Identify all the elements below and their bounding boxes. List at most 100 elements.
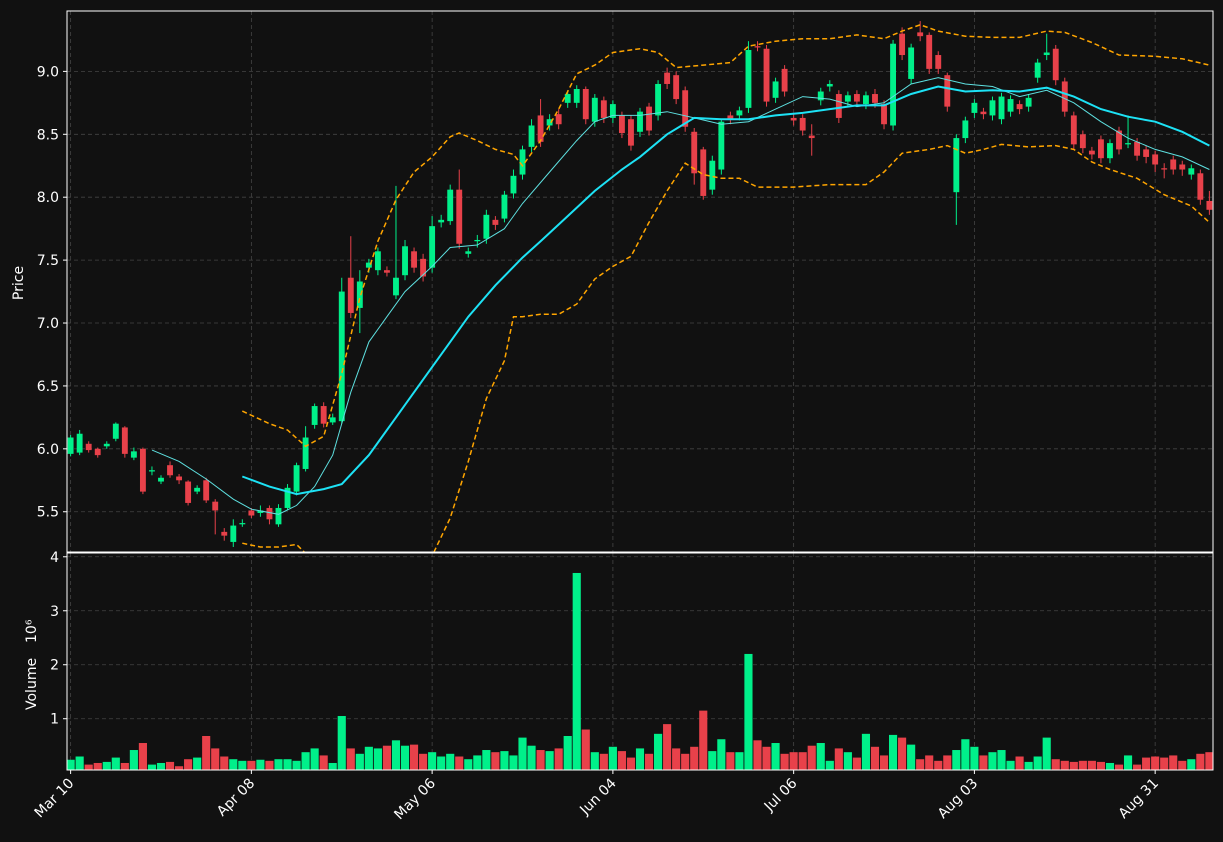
candle-body — [365, 262, 372, 268]
candle-body — [257, 510, 264, 513]
volume-bar — [1160, 757, 1169, 770]
candle-body — [1034, 62, 1041, 78]
candle-body — [85, 443, 92, 451]
volume-bar — [934, 760, 943, 770]
volume-bar — [364, 746, 373, 770]
candle-body — [1088, 150, 1095, 155]
candle-body — [944, 75, 951, 107]
volume-bar — [120, 762, 129, 770]
volume-bar — [970, 746, 979, 770]
y-tick-label: 4 — [50, 550, 59, 566]
candle-body — [158, 477, 164, 482]
volume-bar — [1178, 760, 1187, 770]
candle-body — [935, 55, 942, 69]
candle-body — [112, 423, 119, 439]
volume-bar — [1187, 759, 1196, 770]
candle-body — [302, 437, 309, 469]
candle-body — [971, 102, 978, 113]
volume-bar — [1123, 755, 1133, 770]
candle-body — [637, 111, 643, 132]
candle-body — [790, 117, 797, 121]
candle-body — [673, 75, 680, 100]
candle-body — [1043, 52, 1050, 56]
volume-bar — [825, 760, 834, 770]
candle-body — [492, 219, 499, 225]
volume-bar — [997, 750, 1006, 770]
volume-bar — [681, 753, 690, 770]
volume-bar — [509, 755, 518, 770]
volume-bar — [816, 743, 825, 770]
candle-body — [94, 448, 101, 456]
volume-bar — [247, 760, 256, 770]
volume-bar — [617, 751, 626, 770]
candle-body — [628, 119, 634, 146]
candle-body — [1143, 149, 1150, 157]
candle-body — [953, 138, 960, 193]
volume-bar — [220, 756, 229, 770]
volume-bar — [193, 757, 202, 770]
volume-bar — [500, 751, 509, 770]
candle-body — [1061, 81, 1068, 112]
volume-bar — [1105, 762, 1115, 770]
candle-body — [501, 194, 508, 219]
volume-bar — [527, 745, 536, 770]
candle-body — [908, 47, 915, 79]
volume-bar — [75, 756, 84, 770]
candle-body — [1070, 115, 1077, 145]
volume-bar — [870, 746, 880, 770]
volume-bar — [319, 755, 328, 770]
grid — [67, 11, 1213, 770]
candle-body — [899, 33, 906, 56]
volume-bar — [1033, 756, 1042, 770]
volume-bar — [563, 735, 572, 770]
candle-body — [248, 510, 255, 516]
candle-body — [374, 251, 381, 271]
volume-bar — [843, 752, 852, 770]
volume-bar — [437, 756, 446, 770]
volume-bar — [988, 752, 997, 770]
candle-body — [329, 417, 336, 423]
volume-bar — [907, 744, 916, 770]
candle-body — [411, 251, 417, 268]
volume-bar — [1096, 761, 1105, 770]
candle-body — [826, 83, 833, 87]
volume-bar — [473, 755, 482, 770]
volume-bar — [1151, 756, 1160, 770]
candle-body — [239, 523, 246, 525]
candle-body — [781, 68, 788, 92]
candle-body — [320, 406, 327, 424]
volume-bar — [753, 740, 762, 770]
candle-body — [456, 189, 463, 244]
volume-bar — [1205, 752, 1213, 770]
volume-bar — [175, 766, 184, 770]
candle-body — [655, 83, 662, 116]
volume-bar — [1060, 760, 1069, 770]
volume-bar — [1006, 760, 1015, 770]
candle-body — [727, 115, 734, 120]
candle-body — [1152, 154, 1159, 165]
volume-bar — [798, 752, 807, 770]
volume-bar — [1051, 759, 1060, 770]
volume-bar — [572, 572, 581, 770]
volume-bar — [644, 753, 654, 770]
candle-body — [989, 100, 996, 116]
overlay-line — [151, 77, 1210, 515]
candle-body — [998, 96, 1005, 120]
candle-body — [1179, 164, 1186, 170]
candle-body — [203, 480, 210, 501]
candle-body — [338, 291, 345, 422]
volume-bar — [590, 752, 599, 770]
candle-body — [1170, 159, 1177, 170]
candle-body — [1134, 141, 1141, 156]
y-tick-label: 7.5 — [37, 253, 59, 269]
candle-body — [591, 97, 598, 122]
volume-bar — [428, 752, 437, 770]
candle-body — [555, 114, 562, 125]
candle-body — [1007, 99, 1014, 112]
candle-body — [844, 95, 851, 102]
volume-bar — [111, 757, 120, 770]
candle-body — [384, 270, 390, 273]
price-frame — [66, 10, 1214, 553]
volume-bar — [346, 748, 355, 770]
candle-body — [736, 110, 743, 116]
